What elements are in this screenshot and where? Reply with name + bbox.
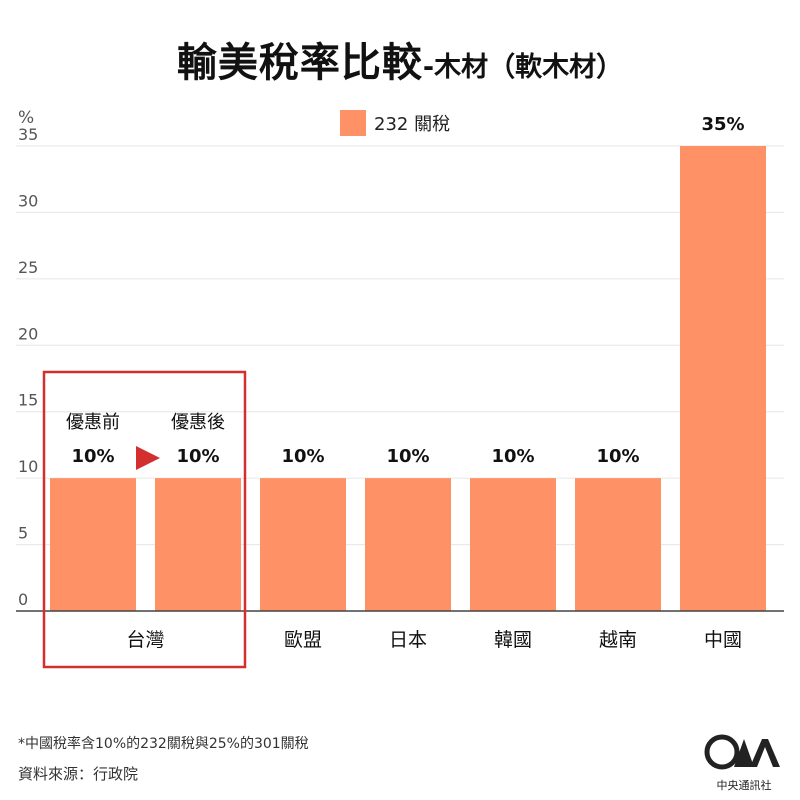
chart-title-sub: -木材（軟木材） [422,52,624,83]
bar [365,478,451,611]
y-tick-label: 10 [18,457,38,476]
cna-logo-icon [704,734,780,770]
x-tick-label: 日本 [389,629,427,651]
x-tick-label: 越南 [599,629,637,651]
legend-label: 232 關稅 [374,114,451,135]
legend-swatch [340,110,366,136]
y-tick-label: 25 [18,258,38,277]
group-label: 台灣 [126,629,164,651]
legend: 232 關稅 [340,110,450,136]
bar [575,478,661,611]
y-tick-label: 20 [18,324,38,343]
footnote: *中國稅率含10%的232關稅與25%的301關稅 [18,736,309,752]
data-label: 10% [596,446,639,467]
sub-category-label: 優惠前 [66,412,120,433]
bar [470,478,556,611]
highlight-box [42,370,247,669]
y-tick-label: 35 [18,125,38,144]
data-label: 10% [386,446,429,467]
source-note: 資料來源：行政院 [18,765,139,783]
x-tick-label: 中國 [704,629,742,651]
bar [680,146,766,611]
bar [50,478,136,611]
data-label: 10% [176,446,219,467]
y-tick-label: 15 [18,391,38,410]
arrow-icon [136,446,160,470]
y-axis-unit: % [18,108,35,128]
data-label: 10% [491,446,534,467]
x-tick-label: 歐盟 [284,629,322,651]
cna-logo: 中央通訊社 [704,733,784,793]
cna-logo-text: 中央通訊社 [716,779,772,792]
y-tick-label: 0 [18,590,28,609]
x-tick-label: 韓國 [494,629,532,651]
bar [155,478,241,611]
y-tick-label: 5 [18,524,28,543]
bar [260,478,346,611]
chart-title-main: 輸美稅率比較 [176,40,423,86]
data-label: 35% [701,114,744,135]
chart-title: 輸美稅率比較-木材（軟木材） [0,30,800,88]
y-tick-label: 30 [18,191,38,210]
sub-category-label: 優惠後 [171,412,225,433]
data-label: 10% [71,446,114,467]
data-label: 10% [281,446,324,467]
